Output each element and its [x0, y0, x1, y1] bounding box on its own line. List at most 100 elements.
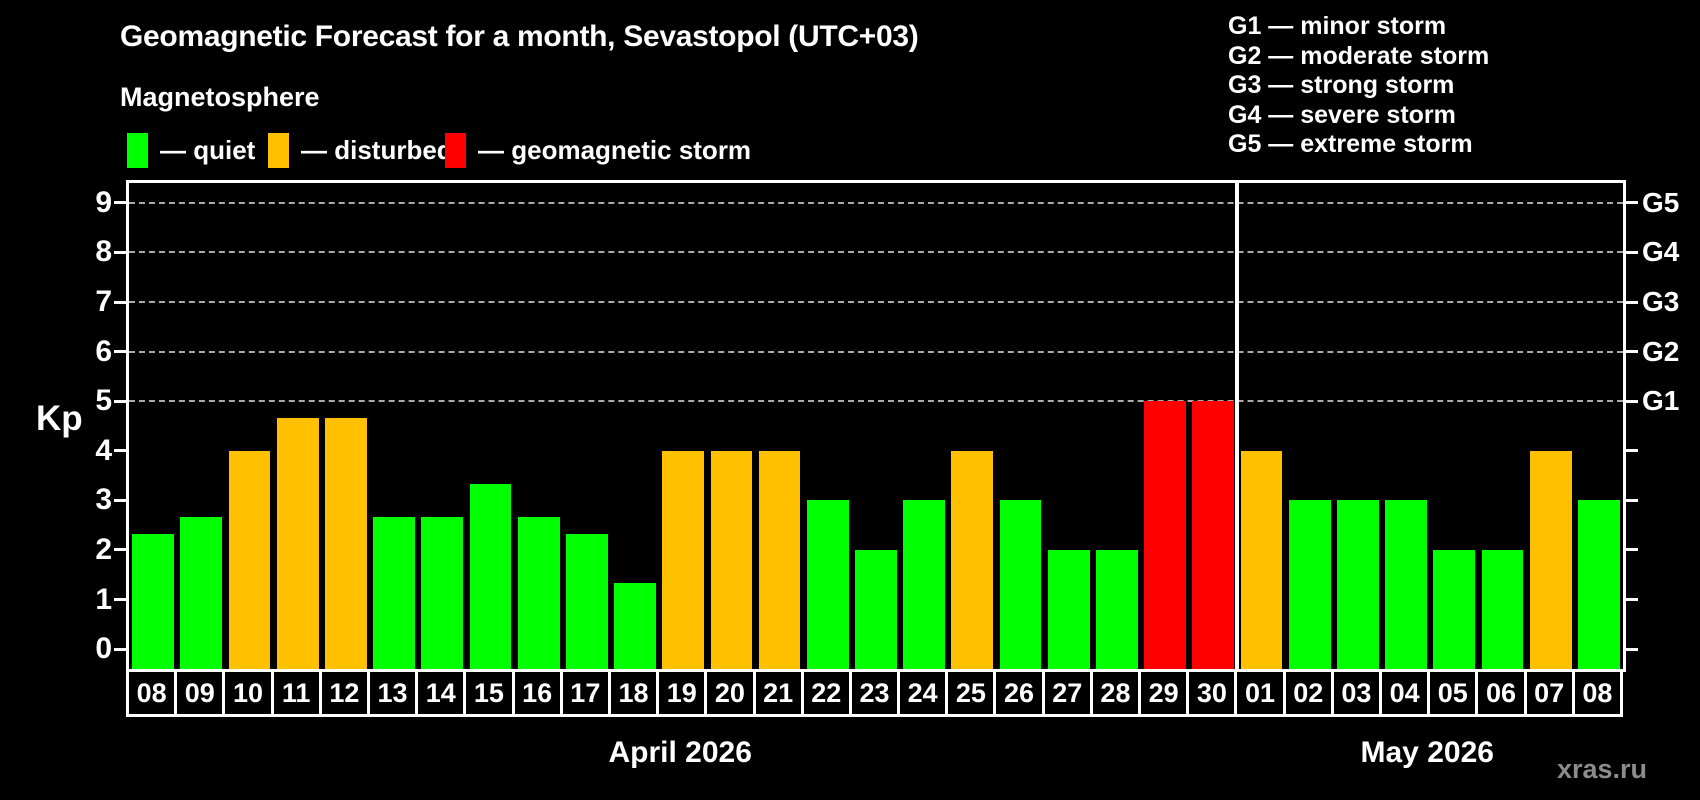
date-cell-26: 26	[993, 669, 1045, 717]
left-axis-tick-5	[114, 399, 126, 403]
kp-bar-12	[324, 417, 367, 669]
y-axis-title-kp: Kp	[36, 399, 83, 438]
kp-bar-11	[276, 417, 319, 669]
legend-item-disturbed: — disturbed	[268, 132, 453, 168]
kp-bar-27	[1047, 549, 1090, 669]
left-axis-tick-6	[114, 350, 126, 354]
date-cell-04: 04	[1379, 669, 1431, 717]
left-axis-label-3: 3	[95, 483, 112, 517]
kp-bar-08	[132, 533, 174, 669]
date-cell-07: 07	[1523, 669, 1575, 717]
gridline-kp5	[129, 400, 1623, 403]
kp-bar-26	[999, 500, 1042, 669]
left-axis-label-2: 2	[95, 532, 112, 566]
kp-bar-18	[614, 583, 656, 669]
right-axis-label-G1: G1	[1642, 385, 1680, 417]
kp-bar-16	[517, 516, 560, 669]
date-cell-05: 05	[1427, 669, 1479, 717]
left-axis-tick-1	[114, 598, 126, 602]
g-legend-line-3: G3 — strong storm	[1228, 71, 1455, 99]
kp-bar-24	[903, 500, 946, 669]
kp-bar-20	[710, 450, 753, 669]
kp-bar-10	[228, 450, 271, 669]
date-cell-03: 03	[1330, 669, 1383, 717]
kp-bar-30	[1192, 401, 1235, 669]
date-cell-28: 28	[1089, 669, 1142, 717]
kp-bar-03	[1337, 500, 1379, 669]
g-legend-line-1: G1 — minor storm	[1228, 12, 1447, 40]
quiet-swatch-icon	[127, 132, 148, 168]
date-cell-25: 25	[945, 669, 997, 717]
legend-label-disturbed: — disturbed	[301, 134, 453, 165]
kp-bar-28	[1096, 549, 1138, 669]
kp-bar-02	[1288, 500, 1331, 669]
legend-label-geomagnetic-storm: — geomagnetic storm	[478, 134, 752, 165]
date-cell-02: 02	[1282, 669, 1334, 717]
geomagnetic-storm-swatch-icon	[445, 132, 466, 168]
kp-bar-14	[421, 516, 464, 669]
left-axis-tick-4	[114, 449, 126, 453]
g-legend-line-4: G4 — severe storm	[1228, 100, 1456, 129]
left-axis-tick-8	[114, 250, 126, 254]
page-title: Geomagnetic Forecast for a month, Sevast…	[120, 20, 919, 53]
date-cell-27: 27	[1041, 669, 1093, 717]
kp-bar-29	[1144, 401, 1187, 669]
date-cell-09: 09	[174, 669, 226, 717]
date-cell-29: 29	[1138, 669, 1190, 717]
gridline-kp6	[129, 350, 1623, 353]
date-cell-23: 23	[848, 669, 901, 717]
kp-bar-01	[1240, 450, 1283, 669]
kp-bar-21	[758, 450, 801, 669]
right-axis-tick-5	[1626, 399, 1638, 403]
right-axis-tick-6	[1626, 350, 1638, 354]
left-axis-label-0: 0	[95, 632, 112, 666]
right-axis-label-G2: G2	[1642, 335, 1680, 367]
date-cell-22: 22	[800, 669, 852, 717]
month-label-0: April 2026	[608, 736, 752, 769]
kp-bar-09	[180, 516, 223, 669]
kp-bar-chart-plot-area	[126, 180, 1626, 672]
left-axis-label-8: 8	[95, 235, 112, 269]
date-cell-14: 14	[415, 669, 467, 717]
kp-bar-15	[469, 484, 512, 669]
left-axis-tick-2	[114, 548, 126, 552]
disturbed-swatch-icon	[268, 132, 289, 168]
right-axis-tick-9	[1626, 201, 1638, 205]
right-axis-tick-0	[1626, 647, 1638, 651]
left-axis-label-6: 6	[95, 334, 112, 368]
kp-bar-17	[565, 533, 608, 669]
magnetosphere-heading: Magnetosphere	[120, 82, 320, 112]
kp-bar-22	[806, 500, 849, 669]
kp-bar-08	[1578, 500, 1620, 669]
kp-bar-25	[951, 450, 994, 669]
left-axis-tick-9	[114, 201, 126, 205]
date-cell-15: 15	[463, 669, 515, 717]
right-axis-label-G3: G3	[1642, 286, 1680, 318]
kp-bar-05	[1433, 549, 1476, 669]
right-axis-label-G5: G5	[1642, 186, 1680, 218]
kp-bar-13	[373, 516, 415, 669]
date-cell-19: 19	[656, 669, 708, 717]
magnetosphere-legend: — quiet — disturbed — geomagnetic storm	[0, 132, 1700, 168]
date-cell-12: 12	[318, 669, 370, 717]
right-axis-tick-2	[1626, 548, 1638, 552]
right-axis-tick-1	[1626, 598, 1638, 602]
date-cell-13: 13	[366, 669, 419, 717]
legend-label-quiet: — quiet	[160, 134, 256, 165]
left-axis-tick-0	[114, 647, 126, 651]
gridline-kp9	[129, 201, 1623, 204]
month-separator	[1235, 183, 1240, 669]
right-axis-tick-7	[1626, 300, 1638, 304]
date-cell-16: 16	[511, 669, 563, 717]
date-cell-20: 20	[704, 669, 756, 717]
date-cell-21: 21	[752, 669, 804, 717]
right-axis-label-G4: G4	[1642, 236, 1680, 268]
date-cell-30: 30	[1186, 669, 1238, 717]
legend-item-geomagnetic-storm: — geomagnetic storm	[445, 132, 751, 168]
gridline-kp8	[129, 251, 1623, 254]
left-axis-label-9: 9	[95, 185, 112, 219]
kp-bar-07	[1529, 450, 1572, 669]
g-legend-line-2: G2 — moderate storm	[1228, 41, 1490, 70]
right-axis-tick-8	[1626, 250, 1638, 254]
